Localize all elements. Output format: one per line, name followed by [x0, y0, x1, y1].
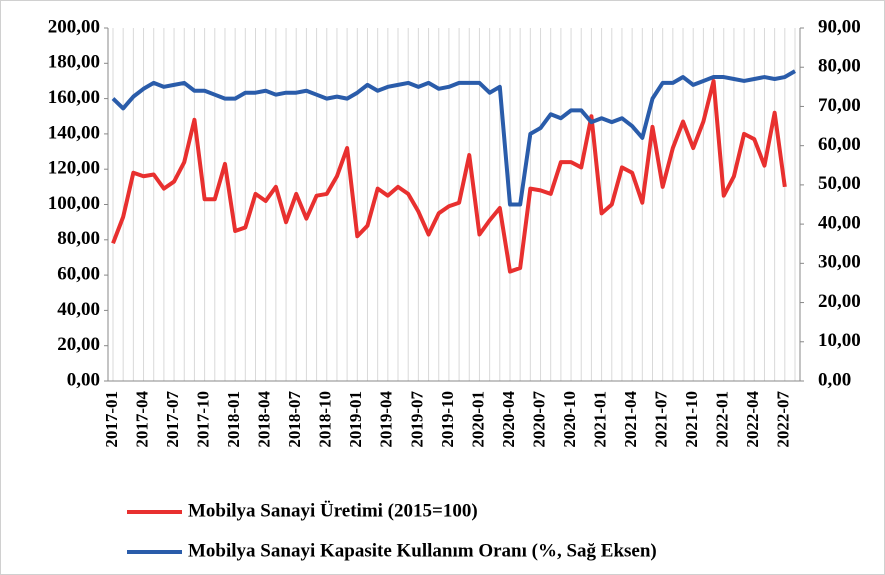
- y2-tick-label: 10,00: [818, 330, 861, 351]
- y-tick-label: 120,00: [48, 158, 100, 179]
- x-tick-label: 2020-10: [560, 391, 579, 448]
- x-tick-label: 2021-04: [621, 391, 640, 448]
- y-tick-label: 60,00: [57, 263, 100, 284]
- y-tick-label: 140,00: [48, 122, 100, 143]
- y-tick-label: 20,00: [57, 334, 100, 355]
- x-tick-label: 2017-01: [102, 391, 121, 448]
- legend-label: Mobilya Sanayi Kapasite Kullanım Oranı (…: [188, 540, 657, 561]
- y2-tick-label: 20,00: [818, 291, 861, 312]
- x-tick-label: 2022-07: [774, 391, 793, 448]
- x-tick-label: 2018-01: [224, 391, 243, 448]
- y-tick-label: 160,00: [48, 87, 100, 108]
- x-tick-label: 2020-01: [468, 391, 487, 448]
- x-tick-label: 2018-10: [316, 391, 335, 448]
- y-tick-label: 200,00: [48, 16, 100, 37]
- x-tick-label: 2021-01: [591, 391, 610, 448]
- legend-label: Mobilya Sanayi Üretimi (2015=100): [188, 500, 478, 521]
- x-tick-label: 2019-01: [346, 391, 365, 448]
- x-tick-label: 2021-10: [682, 391, 701, 448]
- y2-tick-label: 60,00: [818, 134, 861, 155]
- series-line: [111, 78, 787, 274]
- y-tick-label: 80,00: [57, 228, 100, 249]
- series-line: [111, 69, 797, 207]
- y2-tick-label: 90,00: [818, 16, 861, 37]
- y2-tick-label: 70,00: [818, 95, 861, 116]
- y2-tick-label: 80,00: [818, 56, 861, 77]
- x-tick-label: 2017-04: [132, 391, 151, 448]
- x-tick-label: 2018-07: [285, 391, 304, 448]
- x-tick-label: 2022-01: [713, 391, 732, 448]
- x-tick-label: 2022-04: [743, 391, 762, 448]
- y2-tick-label: 0,00: [818, 369, 851, 390]
- x-tick-label: 2017-10: [194, 391, 213, 448]
- x-tick-label: 2021-07: [652, 391, 671, 448]
- y-tick-label: 180,00: [48, 52, 100, 73]
- y-tick-label: 40,00: [57, 299, 100, 320]
- y-tick-label: 0,00: [67, 369, 100, 390]
- x-tick-label: 2019-04: [377, 391, 396, 448]
- x-tick-label: 2020-04: [499, 391, 518, 448]
- y2-tick-label: 40,00: [818, 212, 861, 233]
- y2-tick-label: 50,00: [818, 173, 861, 194]
- y-tick-label: 100,00: [48, 193, 100, 214]
- x-tick-label: 2020-07: [529, 391, 548, 448]
- x-tick-label: 2019-07: [407, 391, 426, 448]
- x-tick-label: 2017-07: [163, 391, 182, 448]
- x-tick-label: 2019-10: [438, 391, 457, 448]
- x-tick-label: 2018-04: [255, 391, 274, 448]
- y2-tick-label: 30,00: [818, 252, 861, 273]
